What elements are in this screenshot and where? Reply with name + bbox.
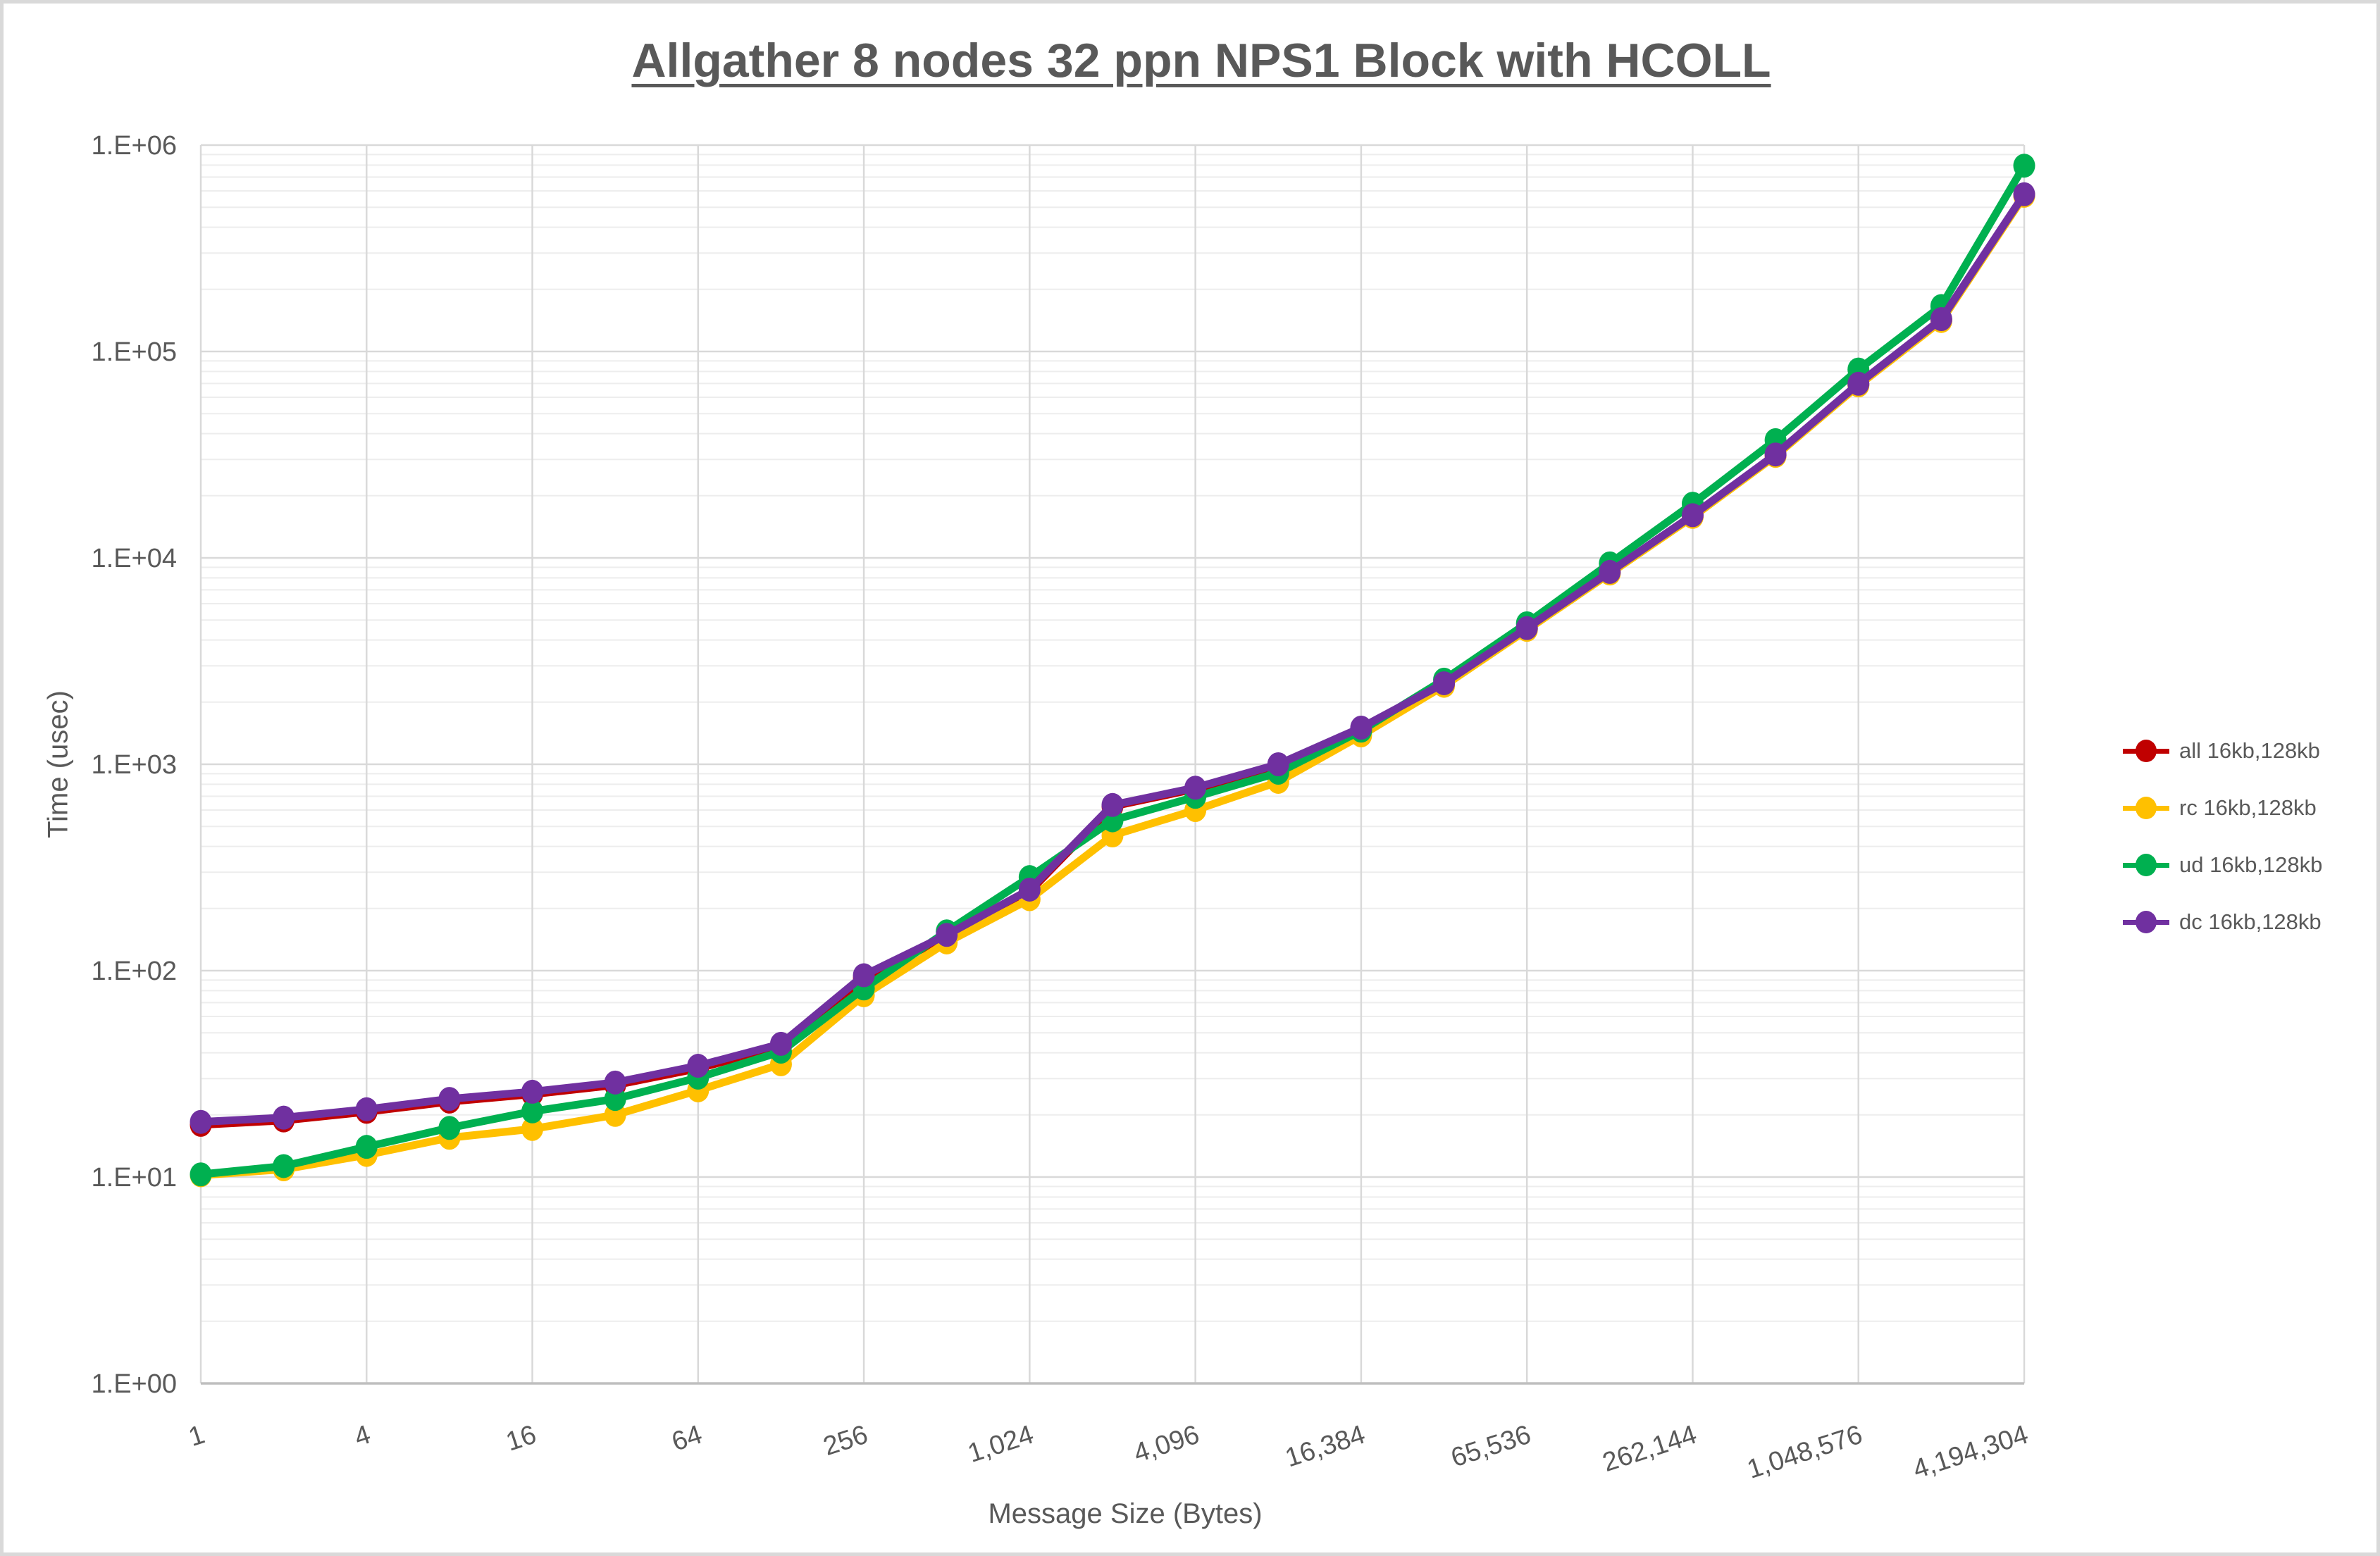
x-tick-label: 4,096: [1130, 1420, 1203, 1469]
series-marker-dc: [1433, 671, 1456, 695]
series-marker-ud: [273, 1154, 295, 1178]
series-marker-ud: [438, 1116, 461, 1140]
series-marker-rc: [521, 1116, 544, 1141]
series-line-ud: [197, 161, 2028, 1178]
series-marker-dc: [604, 1070, 626, 1095]
y-tick-label: 1.E+05: [92, 337, 178, 367]
legend-item-dc[interactable]: dc 16kb,128kb: [2123, 909, 2322, 934]
series-marker-ud: [2013, 154, 2035, 178]
series-marker-dc: [2013, 182, 2035, 206]
series-marker-dc: [1764, 442, 1787, 467]
series-marker-dc: [521, 1079, 544, 1104]
x-tick-label: 64: [668, 1420, 705, 1457]
legend-marker-ud-icon: [2123, 853, 2169, 877]
y-tick-label: 1.E+00: [92, 1369, 178, 1399]
legend-item-all[interactable]: all 16kb,128kb: [2123, 738, 2322, 763]
x-tick-label: 4: [351, 1420, 374, 1452]
series-marker-dc: [1681, 503, 1704, 528]
series-marker-dc: [1267, 752, 1289, 776]
series-marker-dc: [1101, 792, 1124, 817]
y-tick-label: 1.E+04: [92, 544, 178, 573]
series-marker-dc: [1350, 715, 1372, 740]
legend-marker-dc-icon: [2123, 910, 2169, 934]
x-tick-label: 1,024: [965, 1420, 1037, 1469]
legend-label-ud: ud 16kb,128kb: [2179, 852, 2323, 877]
series-marker-dc: [1599, 559, 1621, 584]
series-marker-ud: [190, 1162, 212, 1187]
series-marker-dc: [1847, 371, 1870, 396]
x-tick-label: 262,144: [1599, 1420, 1701, 1478]
series-marker-dc: [273, 1105, 295, 1130]
series-marker-ud: [521, 1099, 544, 1124]
legend-label-rc: rc 16kb,128kb: [2179, 795, 2317, 820]
legend-label-all: all 16kb,128kb: [2179, 738, 2320, 763]
legend-marker-all-icon: [2123, 739, 2169, 763]
x-tick-label: 65,536: [1447, 1420, 1535, 1474]
chart-title: Allgather 8 nodes 32 ppn NPS1 Block with…: [631, 34, 1771, 87]
x-tick-label: 16: [502, 1420, 540, 1457]
series-marker-ud: [604, 1087, 626, 1112]
series-marker-dc: [1930, 307, 1952, 332]
legend-item-ud[interactable]: ud 16kb,128kb: [2123, 852, 2323, 877]
plot-area: 1.E+00 1.E+01 1.E+02 1.E+03 1.E+04 1.E+05 1.E+…: [92, 131, 2035, 1485]
y-tick-label: 1.E+03: [92, 750, 178, 780]
series-marker-dc: [853, 963, 875, 988]
legend-item-rc[interactable]: rc 16kb,128kb: [2123, 795, 2322, 820]
x-tick-label: 4,194,304: [1909, 1420, 2032, 1485]
legend-label-dc: dc 16kb,128kb: [2179, 909, 2322, 934]
series-marker-dc: [687, 1054, 709, 1078]
series-marker-ud: [355, 1135, 378, 1159]
x-tick-label: 1,048,576: [1744, 1420, 1866, 1485]
x-axis-title: Message Size (Bytes): [988, 1498, 1263, 1529]
y-tick-label: 1.E+02: [92, 957, 178, 986]
series-line-all: [197, 191, 2028, 1129]
series-marker-dc: [355, 1097, 378, 1121]
y-axis-title: Time (usec): [42, 690, 74, 838]
y-tick-label: 1.E+06: [92, 131, 178, 161]
x-tick-label: 16,384: [1282, 1420, 1369, 1474]
series-line-rc: [197, 192, 2028, 1179]
series-line-dc: [197, 190, 2028, 1126]
series-marker-dc: [1018, 877, 1041, 902]
series-marker-dc: [769, 1031, 792, 1056]
legend: all 16kb,128kb rc 16kb,128kb ud 16kb,128…: [2123, 738, 2323, 934]
series-marker-dc: [438, 1087, 461, 1112]
x-tick-label: 1: [185, 1420, 209, 1452]
series-marker-dc: [936, 923, 958, 947]
series-marker-dc: [1184, 776, 1207, 800]
x-tick-label: 256: [820, 1420, 872, 1462]
series-marker-dc: [1516, 616, 1538, 640]
series-marker-dc: [190, 1109, 212, 1134]
y-tick-label: 1.E+01: [92, 1163, 178, 1193]
legend-marker-rc-icon: [2123, 796, 2169, 820]
